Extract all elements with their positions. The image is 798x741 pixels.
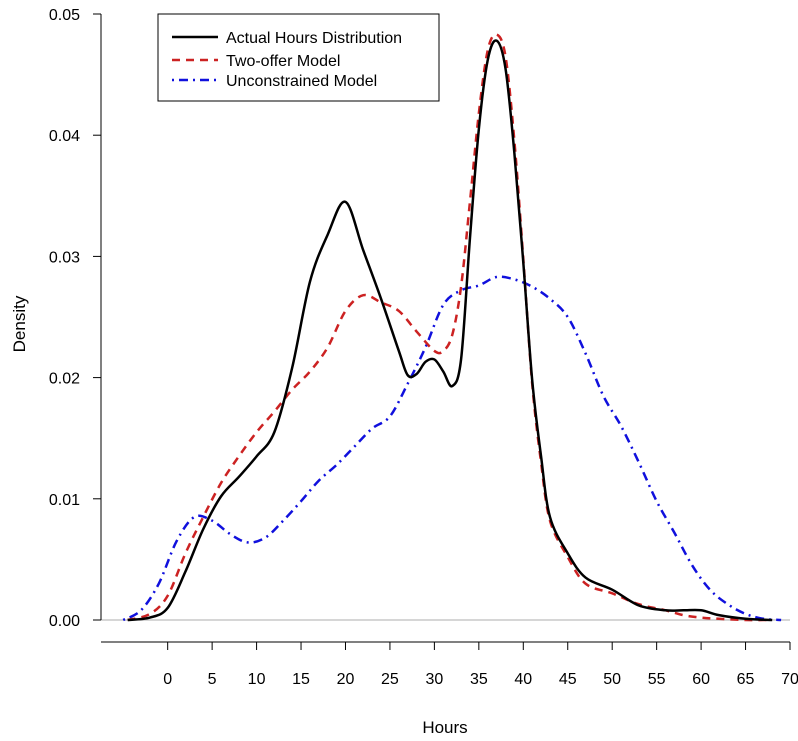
series-line-unconstrained — [122, 275, 782, 622]
x-tick-label: 5 — [208, 671, 217, 688]
y-tick-label: 0.00 — [49, 613, 80, 630]
x-axis-title: Hours — [422, 718, 467, 737]
series-layer — [122, 33, 782, 622]
y-ticks: 0.00 0.01 0.02 0.03 0.04 0.05 — [49, 7, 101, 630]
y-tick-label: 0.05 — [49, 7, 80, 24]
axes-layer — [100, 14, 790, 643]
x-tick-label: 60 — [692, 671, 710, 688]
x-tick-label: 20 — [337, 671, 355, 688]
legend-box — [157, 13, 440, 102]
y-tick-label: 0.04 — [49, 128, 80, 145]
legend-label-two-offer: Two-offer Model — [226, 53, 340, 70]
series-line-actual — [127, 39, 773, 622]
series-line-two-offer — [127, 33, 773, 622]
legend-entry-actual: Actual Hours Distribution — [172, 30, 402, 47]
x-tick-label: 15 — [292, 671, 310, 688]
legend-entry-two-offer: Two-offer Model — [172, 53, 340, 70]
x-tick-label: 40 — [514, 671, 532, 688]
legend-label-actual: Actual Hours Distribution — [226, 30, 402, 47]
x-tick-label: 70 — [781, 671, 798, 688]
legend-label-unconstrained: Unconstrained Model — [226, 73, 377, 90]
y-tick-label: 0.03 — [49, 249, 80, 266]
x-tick-label: 30 — [425, 671, 443, 688]
legend: Actual Hours Distribution Two-offer Mode… — [157, 13, 440, 102]
y-tick-label: 0.02 — [49, 371, 80, 388]
y-tick-label: 0.01 — [49, 492, 80, 509]
x-tick-label: 55 — [648, 671, 666, 688]
legend-entry-unconstrained: Unconstrained Model — [172, 73, 377, 90]
y-axis-title: Density — [10, 295, 29, 352]
x-tick-label: 10 — [248, 671, 266, 688]
x-tick-label: 45 — [559, 671, 577, 688]
x-ticks: 0 5 10 15 20 25 30 35 40 45 50 55 60 65 70 — [163, 642, 798, 688]
x-tick-label: 35 — [470, 671, 488, 688]
x-tick-label: 0 — [163, 671, 172, 688]
x-tick-label: 25 — [381, 671, 399, 688]
x-tick-label: 65 — [737, 671, 755, 688]
x-tick-label: 50 — [603, 671, 621, 688]
